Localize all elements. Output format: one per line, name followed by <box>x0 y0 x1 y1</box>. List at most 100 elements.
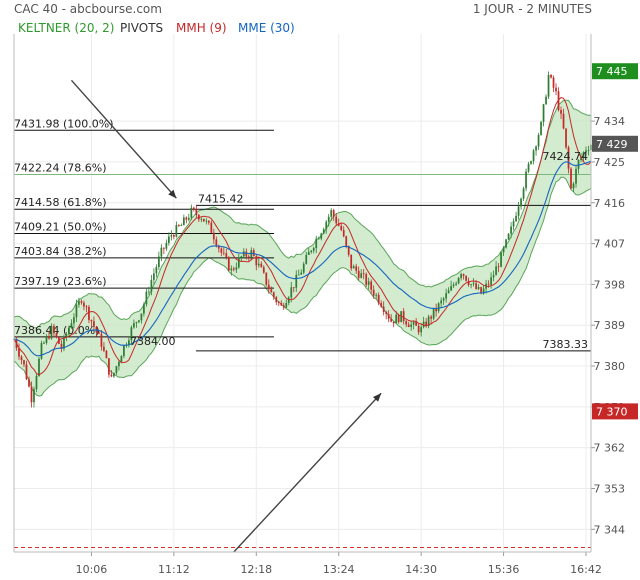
candle-body <box>337 223 340 226</box>
candle-body <box>355 266 358 271</box>
candle-body <box>545 96 547 105</box>
candles <box>13 71 592 408</box>
price-tag-box <box>592 403 638 420</box>
candle-body <box>153 273 155 280</box>
candle-body <box>175 225 178 237</box>
candle-body <box>118 361 120 367</box>
candle-body <box>542 104 545 122</box>
annotation-label: 7424.74 <box>543 150 589 163</box>
candle-body <box>400 311 403 323</box>
candle-body <box>385 312 388 315</box>
candle-body <box>442 298 445 301</box>
candle-body <box>305 254 308 264</box>
candle-body <box>237 257 240 268</box>
candle-body <box>372 289 375 296</box>
candle-body <box>295 274 298 288</box>
candle-body <box>35 375 38 390</box>
candle-body <box>192 207 195 210</box>
trend-arrow-head <box>372 393 382 402</box>
candle-body <box>290 287 293 298</box>
pivot-label: 7422.24 (78.6%) <box>14 161 107 174</box>
pivot-label: 7403.84 (38.2%) <box>14 245 107 258</box>
chart-period: 1 JOUR - 2 MINUTES <box>472 2 592 16</box>
candle-body <box>547 74 550 97</box>
candle-body <box>55 333 58 338</box>
mmh-line <box>13 97 592 376</box>
candle-body <box>417 325 420 333</box>
y-tick-label: 7 389 <box>594 319 626 332</box>
candle-body <box>155 267 158 274</box>
candle-body <box>530 161 532 164</box>
annotation-label: 7383.33 <box>543 338 589 351</box>
candle-body <box>345 236 348 246</box>
candle-body <box>272 292 275 298</box>
candle-body <box>78 301 80 305</box>
candle-body <box>407 324 410 328</box>
pivot-label: 7409.21 (50.0%) <box>14 221 107 234</box>
candle-body <box>220 248 223 253</box>
candle-body <box>108 358 110 375</box>
price-tag-label: 7 445 <box>596 65 628 78</box>
candle-body <box>420 327 423 333</box>
candle-body <box>467 280 470 286</box>
candle-body <box>110 374 113 377</box>
candle-body <box>167 236 170 244</box>
candle-body <box>517 206 520 216</box>
candle-body <box>257 263 260 266</box>
annotation-label: 7415.42 <box>198 192 244 205</box>
candle-body <box>103 346 105 351</box>
candle-body <box>302 263 305 273</box>
candle-body <box>395 314 398 324</box>
candle-body <box>70 323 73 328</box>
candle-body <box>325 221 328 230</box>
price-tag-label: 7 429 <box>596 138 628 151</box>
candle-body <box>402 311 405 322</box>
candle-body <box>162 247 165 249</box>
candle-body <box>582 152 585 158</box>
candle-body <box>83 302 85 307</box>
candle-body <box>260 263 263 268</box>
legend-keltner: KELTNER (20, 2) <box>18 21 115 35</box>
candle-body <box>292 287 295 289</box>
candle-body <box>297 274 300 276</box>
price-tag-label: 7 370 <box>596 405 628 418</box>
pivot-label: 7414.58 (61.8%) <box>14 196 107 209</box>
candle-body <box>387 314 390 319</box>
candle-body <box>555 87 557 92</box>
candle-body <box>572 183 575 189</box>
candle-body <box>68 327 70 335</box>
candle-body <box>567 147 570 169</box>
x-tick-label: 14:30 <box>405 563 437 576</box>
candle-body <box>143 304 145 314</box>
candle-body <box>322 229 325 234</box>
candle-body <box>502 247 505 253</box>
candle-body <box>397 314 400 323</box>
candle-body <box>287 297 290 303</box>
candle-body <box>20 356 23 361</box>
candle-body <box>210 222 213 233</box>
candle-body <box>190 207 193 218</box>
candle-body <box>60 343 63 349</box>
candle-body <box>50 325 53 339</box>
y-tick-label: 7 353 <box>594 483 626 496</box>
candle-body <box>133 323 135 328</box>
candle-body <box>23 360 25 365</box>
candle-body <box>425 321 428 327</box>
candle-body <box>18 348 20 357</box>
candle-body <box>123 345 125 357</box>
candle-body <box>440 300 443 304</box>
candle-body <box>230 268 233 271</box>
x-tick-label: 15:36 <box>488 563 520 576</box>
candle-body <box>265 272 268 285</box>
candle-body <box>512 221 515 227</box>
candle-body <box>33 389 35 403</box>
candle-body <box>427 316 430 327</box>
candle-body <box>515 215 517 222</box>
candle-body <box>63 336 65 349</box>
candle-body <box>93 321 95 327</box>
candle-body <box>525 171 527 189</box>
candle-body <box>235 267 238 270</box>
candle-body <box>205 220 208 222</box>
candle-body <box>255 256 258 266</box>
